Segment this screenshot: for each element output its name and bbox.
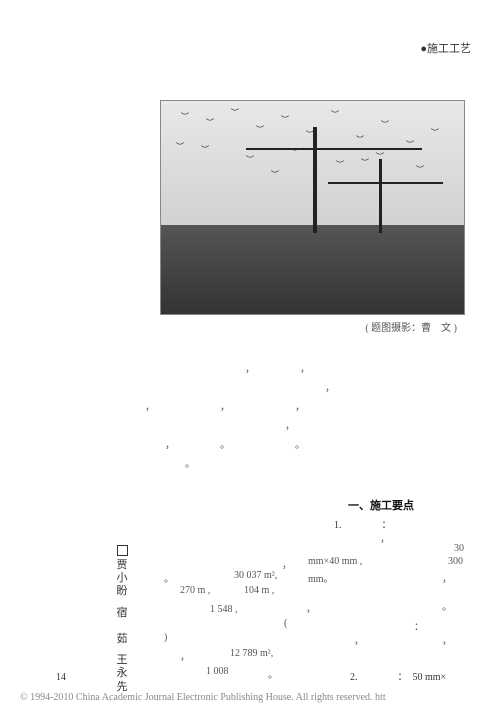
text-fragment: 104 m , xyxy=(244,585,274,596)
bird-icon: ︶ xyxy=(356,136,362,139)
bird-icon: ︶ xyxy=(406,141,412,144)
text-fragment: 30 037 m², xyxy=(234,570,277,581)
bird-icon: ︶ xyxy=(176,143,182,146)
text-fragment: 12 789 m², xyxy=(230,648,273,659)
body-line: ， xyxy=(145,383,335,394)
section-tag: ●施工工艺 xyxy=(420,40,471,56)
bird-icon: ︶ xyxy=(431,129,437,132)
text-fragment: ， xyxy=(442,570,452,585)
article-photo: ︶ ︶ ︶ ︶ ︶ ︶ ︶ ︶ ︶ ︶ ︶ ︶ ︶ ︶ ︶ ︶ ︶ ︶ ︶ ︶ xyxy=(160,100,465,315)
bird-icon: ︶ xyxy=(376,153,382,156)
bird-icon: ︶ xyxy=(281,116,287,119)
photo-caption: ( 题图摄影：曹 文 ) xyxy=(160,319,465,334)
crane-jib xyxy=(246,148,422,150)
bird-icon: ︶ xyxy=(231,109,237,112)
text-fragment: 。 xyxy=(268,666,278,681)
text-fragment: 。 xyxy=(164,570,174,585)
bird-icon: ︶ xyxy=(246,156,252,159)
text-fragment: ， xyxy=(442,632,452,647)
text-fragment: ， xyxy=(306,600,316,615)
text-fragment: 。 xyxy=(442,598,452,613)
bird-icon: ︶ xyxy=(306,131,312,134)
body-line: ， xyxy=(145,421,295,432)
body-line: ， ， ， xyxy=(145,402,305,413)
bird-icon: ︶ xyxy=(181,113,187,116)
author-name: 宿 茹 xyxy=(115,607,129,647)
bird-icon: ︶ xyxy=(336,161,342,164)
author-name: 王永先 xyxy=(115,654,129,694)
body-line: ， 。 。 xyxy=(145,440,305,451)
text-fragment: 300 xyxy=(448,556,463,567)
text-fragment: mm×40 mm , xyxy=(308,556,362,567)
bird-icon: ︶ xyxy=(381,121,387,124)
text-fragment: ( xyxy=(284,618,287,629)
text-fragment: 270 m , xyxy=(180,585,210,596)
page-number: 14 xyxy=(56,672,66,683)
bird-icon: ︶ xyxy=(271,171,277,174)
crane-mast xyxy=(379,159,382,234)
bird-icon: ︶ xyxy=(416,166,422,169)
text-fragment: mm。 xyxy=(308,570,334,585)
text-fragment: ) xyxy=(164,632,167,643)
sub-heading-2: 2. ： 50 mm× xyxy=(350,668,446,683)
section-heading-1: 一、施工要点 xyxy=(348,497,414,513)
text-fragment: ， xyxy=(380,530,390,545)
bird-icon: ︶ xyxy=(331,111,337,114)
text-fragment: ， xyxy=(282,556,292,571)
bird-icon: ︶ xyxy=(291,149,297,152)
copyright-footer: © 1994-2010 China Academic Journal Elect… xyxy=(20,692,501,703)
bird-icon: ︶ xyxy=(256,126,262,129)
text-fragment: ： xyxy=(414,618,424,633)
bird-icon: ︶ xyxy=(201,146,207,149)
body-line: 。 xyxy=(145,459,250,470)
bird-icon: ︶ xyxy=(206,119,212,122)
author-name: 贾小盼 xyxy=(115,559,129,599)
crane-mast xyxy=(313,127,317,234)
bird-icon: ︶ xyxy=(361,159,367,162)
text-fragment: ， xyxy=(180,648,190,663)
body-line: ， ， xyxy=(145,364,310,375)
photo-building xyxy=(161,225,464,314)
author-marker xyxy=(117,545,128,556)
text-fragment: ， xyxy=(354,632,364,647)
text-fragment: 30 xyxy=(454,543,464,554)
body-text: ， ， ， ， ， ， ， ， 。 。 。 xyxy=(145,360,491,474)
author-column: 贾小盼 宿 茹 王永先 xyxy=(115,545,129,702)
text-fragment: 1 008 xyxy=(206,666,229,677)
text-fragment: 1 548 , xyxy=(210,604,238,615)
sub-heading-1: 1. ： xyxy=(334,516,392,531)
crane-jib xyxy=(328,182,443,184)
